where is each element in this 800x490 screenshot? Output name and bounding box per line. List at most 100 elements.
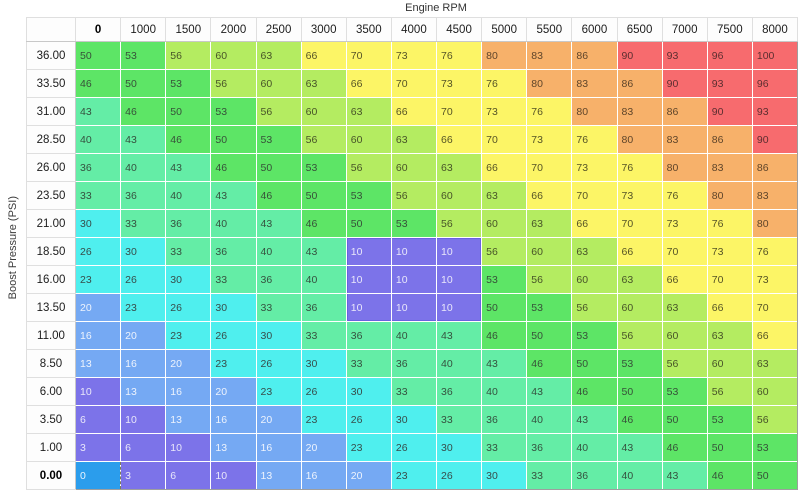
grid-cell[interactable]: 60	[300, 97, 347, 126]
grid-cell[interactable]: 70	[571, 181, 618, 210]
grid-cell[interactable]: 23	[210, 349, 257, 378]
grid-cell[interactable]: 73	[751, 265, 799, 294]
row-header-21.00[interactable]: 21.00	[26, 209, 76, 238]
grid-cell[interactable]: 6	[165, 461, 212, 490]
grid-cell[interactable]: 83	[751, 181, 799, 210]
grid-cell[interactable]: 76	[661, 181, 708, 210]
grid-cell[interactable]: 50	[255, 153, 302, 182]
selected-cell[interactable]: 10	[345, 265, 392, 294]
grid-cell[interactable]: 56	[481, 237, 528, 266]
grid-cell[interactable]: 93	[661, 41, 708, 70]
row-header-31.00[interactable]: 31.00	[26, 97, 76, 126]
grid-cell[interactable]: 30	[481, 461, 528, 490]
grid-cell[interactable]: 90	[706, 97, 753, 126]
grid-cell[interactable]: 30	[74, 209, 122, 238]
grid-cell[interactable]: 43	[661, 461, 708, 490]
row-header-13.50[interactable]: 13.50	[26, 293, 76, 322]
grid-cell[interactable]: 86	[571, 41, 618, 70]
grid-cell[interactable]: 70	[390, 69, 438, 98]
grid-cell[interactable]: 46	[571, 377, 618, 406]
grid-cell[interactable]: 20	[345, 461, 392, 490]
grid-cell[interactable]: 53	[210, 97, 257, 126]
grid-cell[interactable]: 46	[255, 181, 302, 210]
grid-cell[interactable]: 20	[255, 405, 302, 434]
column-header-5000[interactable]: 5000	[481, 17, 528, 42]
grid-cell[interactable]: 36	[481, 405, 528, 434]
grid-cell[interactable]: 60	[661, 321, 708, 350]
grid-cell[interactable]: 63	[661, 293, 708, 322]
grid-cell[interactable]: 16	[255, 433, 302, 462]
grid-cell[interactable]: 80	[751, 209, 799, 238]
grid-cell[interactable]: 90	[661, 69, 708, 98]
grid-cell[interactable]: 40	[120, 153, 167, 182]
row-header-23.50[interactable]: 23.50	[26, 181, 76, 210]
grid-cell[interactable]: 73	[481, 97, 528, 126]
grid-cell[interactable]: 40	[300, 265, 347, 294]
grid-cell[interactable]: 36	[571, 461, 618, 490]
grid-cell[interactable]: 56	[661, 349, 708, 378]
grid-cell[interactable]: 70	[435, 97, 483, 126]
grid-cell[interactable]: 43	[300, 237, 347, 266]
grid-cell[interactable]: 60	[481, 209, 528, 238]
grid-cell[interactable]: 10	[165, 433, 212, 462]
selected-cell[interactable]: 10	[390, 265, 438, 294]
grid-cell[interactable]: 66	[435, 125, 483, 154]
grid-cell[interactable]: 56	[706, 377, 753, 406]
grid-cell[interactable]: 33	[120, 209, 167, 238]
grid-cell[interactable]: 33	[345, 349, 392, 378]
grid-cell[interactable]: 46	[661, 433, 708, 462]
grid-cell[interactable]: 53	[345, 181, 392, 210]
grid-cell[interactable]: 26	[390, 433, 438, 462]
grid-cell[interactable]: 46	[165, 125, 212, 154]
grid-cell[interactable]: 50	[300, 181, 347, 210]
grid-cell[interactable]: 76	[481, 69, 528, 98]
grid-cell[interactable]: 6	[120, 433, 167, 462]
selected-cell[interactable]: 10	[435, 265, 483, 294]
selected-cell[interactable]: 10	[390, 293, 438, 322]
row-header-18.50[interactable]: 18.50	[26, 237, 76, 266]
grid-cell[interactable]: 26	[345, 405, 392, 434]
grid-cell[interactable]: 86	[706, 125, 753, 154]
grid-cell[interactable]: 20	[165, 349, 212, 378]
grid-cell[interactable]: 40	[390, 321, 438, 350]
column-header-5500[interactable]: 5500	[526, 17, 573, 42]
grid-cell[interactable]: 73	[526, 125, 573, 154]
grid-cell[interactable]: 60	[390, 153, 438, 182]
grid-cell[interactable]: 66	[526, 181, 573, 210]
grid-cell[interactable]: 33	[165, 237, 212, 266]
grid-cell[interactable]: 20	[210, 377, 257, 406]
row-header-1.00[interactable]: 1.00	[26, 433, 76, 462]
selected-cell[interactable]: 10	[345, 293, 392, 322]
grid-cell[interactable]: 40	[74, 125, 122, 154]
grid-cell[interactable]: 43	[165, 153, 212, 182]
grid-cell[interactable]: 20	[74, 293, 122, 322]
grid-cell[interactable]: 63	[616, 265, 663, 294]
grid-cell[interactable]: 60	[435, 181, 483, 210]
grid-cell[interactable]: 53	[616, 349, 663, 378]
row-header-6.00[interactable]: 6.00	[26, 377, 76, 406]
grid-cell[interactable]: 30	[435, 433, 483, 462]
grid-cell[interactable]: 76	[751, 237, 799, 266]
grid-cell[interactable]: 50	[481, 293, 528, 322]
row-header-16.00[interactable]: 16.00	[26, 265, 76, 294]
grid-cell[interactable]: 80	[706, 181, 753, 210]
row-header-26.00[interactable]: 26.00	[26, 153, 76, 182]
grid-cell[interactable]: 56	[165, 41, 212, 70]
selected-cell[interactable]: 10	[435, 293, 483, 322]
grid-cell[interactable]: 86	[616, 69, 663, 98]
grid-cell[interactable]: 36	[526, 433, 573, 462]
grid-cell[interactable]: 33	[210, 265, 257, 294]
grid-cell[interactable]: 43	[526, 377, 573, 406]
grid-cell[interactable]: 33	[390, 377, 438, 406]
column-header-8000[interactable]: 8000	[751, 17, 799, 42]
grid-cell[interactable]: 23	[165, 321, 212, 350]
grid-cell[interactable]: 80	[481, 41, 528, 70]
grid-cell[interactable]: 50	[661, 405, 708, 434]
grid-cell[interactable]: 60	[210, 41, 257, 70]
grid-cell[interactable]: 43	[210, 181, 257, 210]
grid-cell[interactable]: 23	[390, 461, 438, 490]
grid-cell[interactable]: 60	[526, 237, 573, 266]
active-cell[interactable]: 0	[74, 461, 122, 490]
column-header-3500[interactable]: 3500	[345, 17, 392, 42]
column-header-7500[interactable]: 7500	[706, 17, 753, 42]
